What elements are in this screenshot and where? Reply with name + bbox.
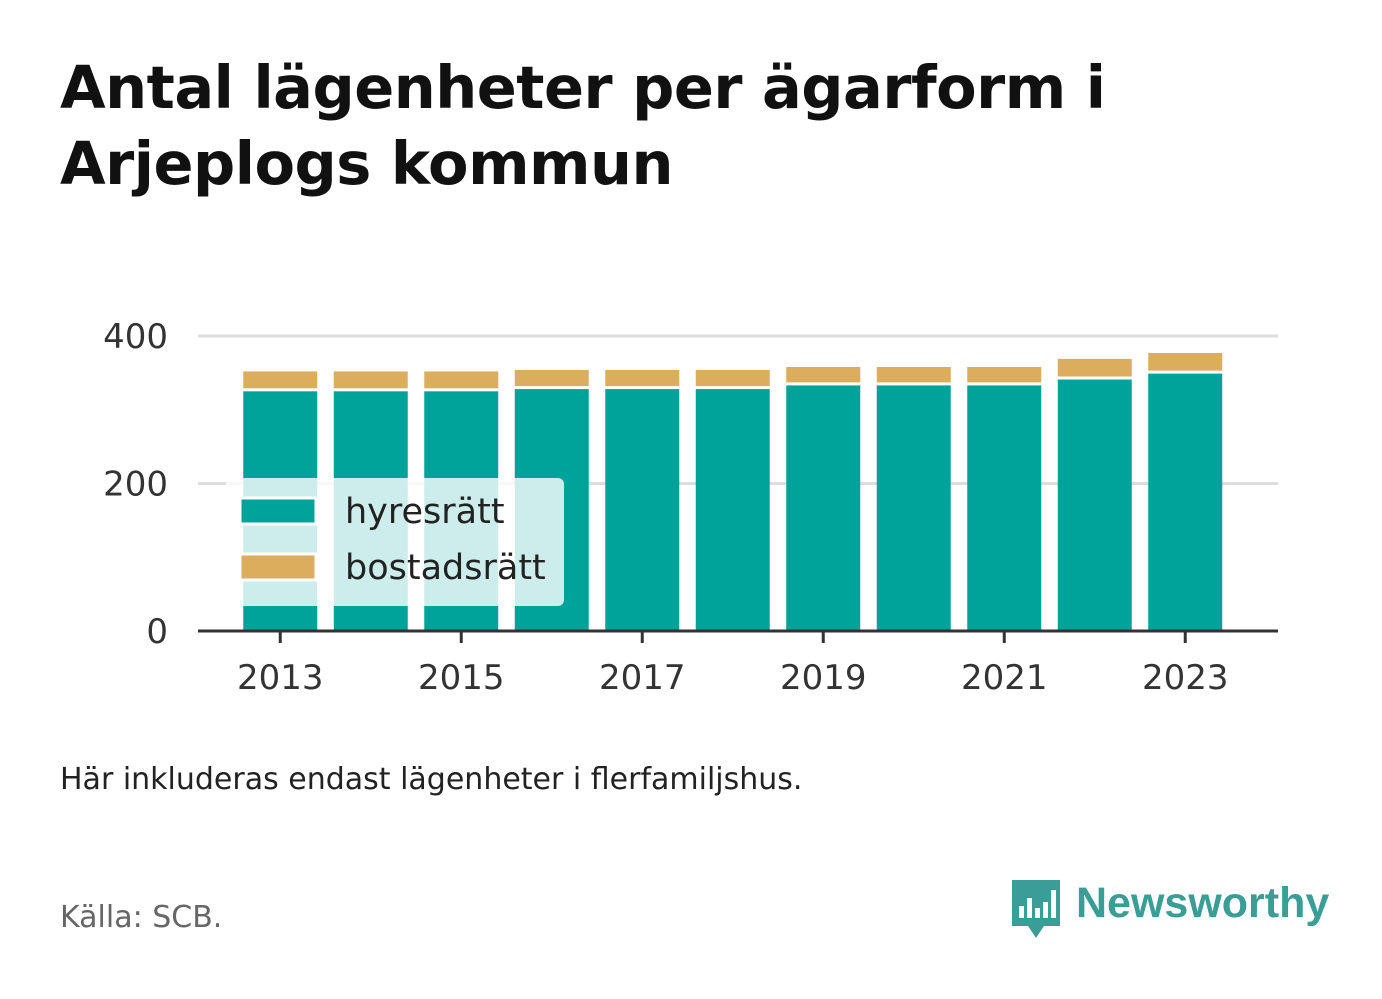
y-tick-label-0: 0 <box>146 612 168 652</box>
legend-swatch-bostadsrätt <box>238 552 318 582</box>
bar-bostadsrätt-2013 <box>243 371 318 389</box>
legend-swatch-hyresrätt <box>238 496 318 526</box>
bar-bostadsrätt-2021 <box>967 366 1042 383</box>
bar-bostadsrätt-2014 <box>333 371 408 389</box>
bar-bostadsrätt-2018 <box>695 369 770 387</box>
bar-hyresrätt-2020 <box>876 385 951 631</box>
y-tick-label-200: 200 <box>103 465 168 505</box>
x-tick-label-2015: 2015 <box>418 658 505 698</box>
bar-bostadsrätt-2017 <box>605 369 680 387</box>
x-tick-label-2021: 2021 <box>961 658 1048 698</box>
bar-bostadsrätt-2019 <box>786 366 861 383</box>
bar-chart-speech-bubble-icon <box>1012 880 1060 938</box>
source-text: Källa: SCB. <box>60 900 223 935</box>
axes: 0 200 400 2013 2015 2017 2019 2021 2023 <box>103 317 1278 698</box>
bar-bostadsrätt-2015 <box>424 371 499 389</box>
bar-hyresrätt-2018 <box>695 389 770 631</box>
bar-hyresrätt-2019 <box>786 385 861 631</box>
x-tick-label-2017: 2017 <box>599 658 686 698</box>
legend: hyresrätt bostadsrätt <box>226 478 564 606</box>
bar-hyresrätt-2017 <box>605 389 680 631</box>
bar-bostadsrätt-2022 <box>1057 358 1132 377</box>
legend-label-hyresrätt: hyresrätt <box>345 492 505 532</box>
chart-area: 0 200 400 2013 2015 2017 2019 2021 2023 hyresrät… <box>0 300 1382 720</box>
brand-name: Newsworthy <box>1076 879 1330 927</box>
bar-bostadsrätt-2020 <box>876 366 951 383</box>
bar-hyresrätt-2023 <box>1148 373 1223 631</box>
bar-chart: 0 200 400 2013 2015 2017 2019 2021 2023 hyresrät… <box>103 317 1278 698</box>
chart-title: Antal lägenheter per ägarform i Arjeplog… <box>60 53 1106 198</box>
bar-hyresrätt-2022 <box>1057 379 1132 631</box>
brand-logo: Newsworthy <box>1010 878 1329 942</box>
chart-note: Här inkluderas endast lägenheter i flerf… <box>60 762 803 797</box>
bar-bostadsrätt-2016 <box>514 369 589 387</box>
bar-bostadsrätt-2023 <box>1148 352 1223 371</box>
x-tick-label-2019: 2019 <box>780 658 867 698</box>
x-tick-label-2023: 2023 <box>1142 658 1229 698</box>
legend-label-bostadsrätt: bostadsrätt <box>345 548 546 588</box>
x-tick-label-2013: 2013 <box>237 658 324 698</box>
bar-hyresrätt-2021 <box>967 385 1042 631</box>
y-tick-label-400: 400 <box>103 317 168 357</box>
